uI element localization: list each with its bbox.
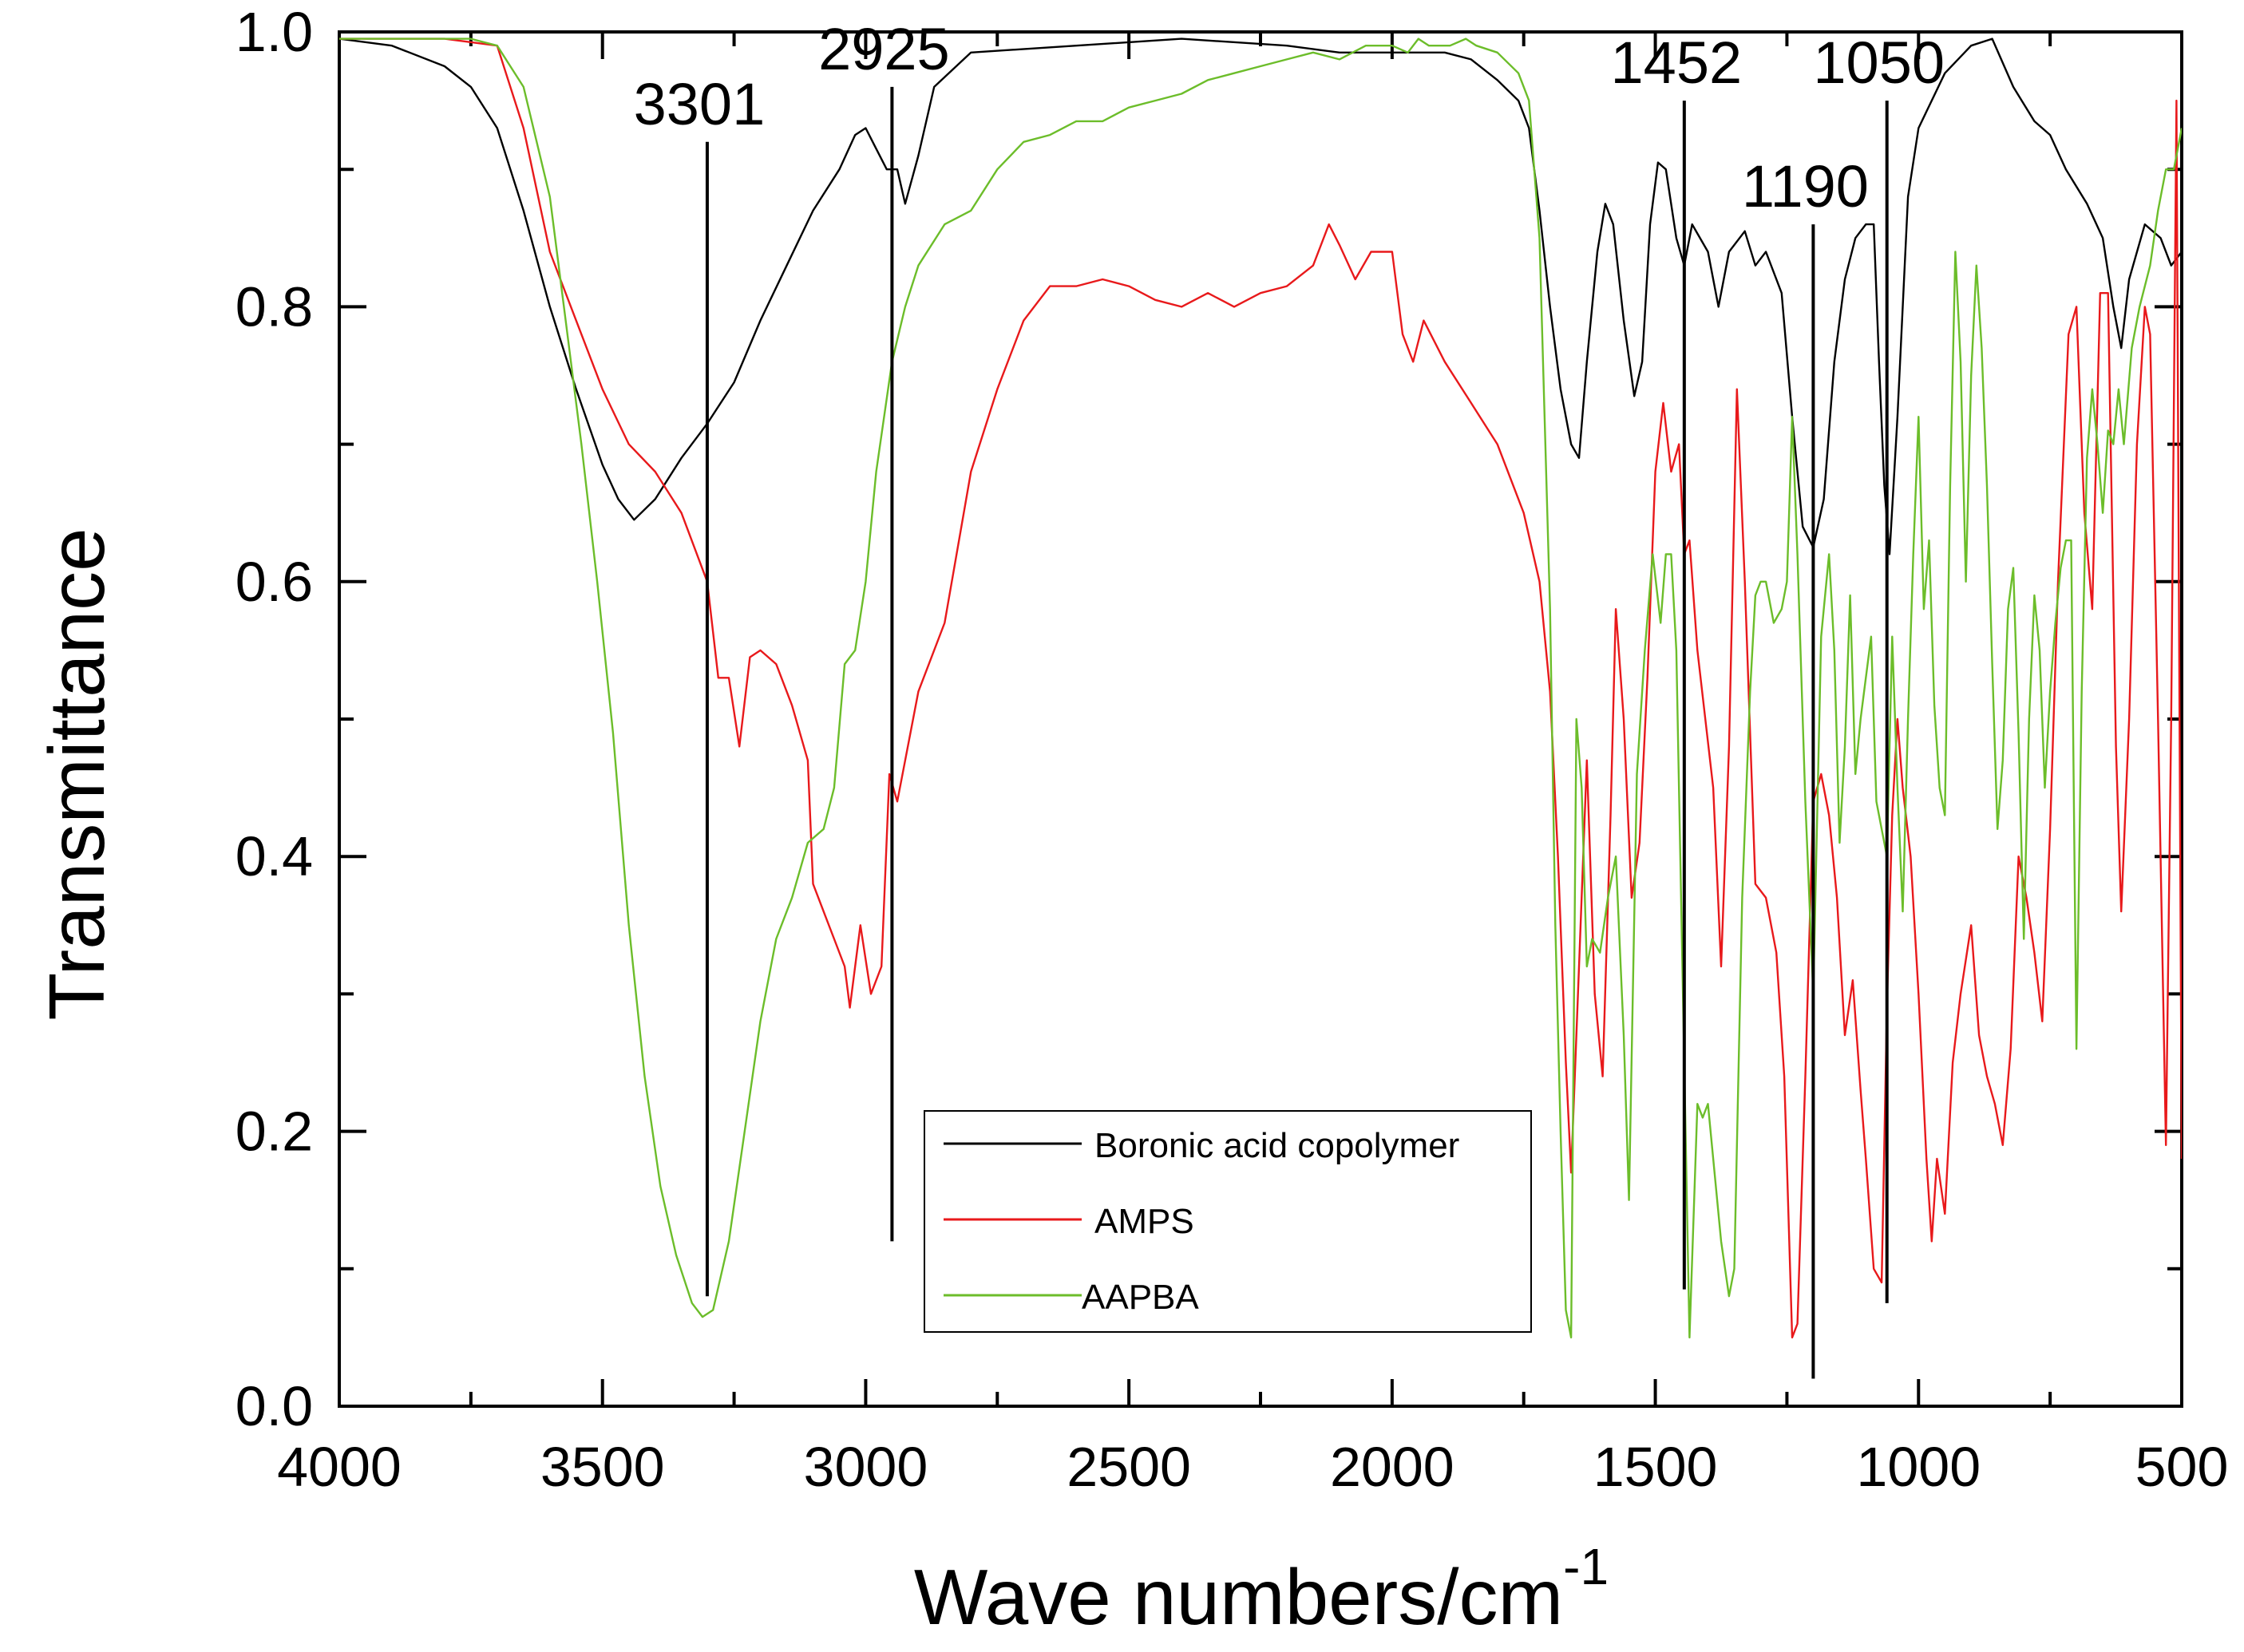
legend-label-amps: AMPS [1094,1202,1194,1241]
x-tick-label: 3500 [540,1436,665,1498]
peak-annotations: 3301 2925 1452 1190 1050 [634,16,1945,1379]
peak-label: 3301 [634,71,766,137]
peak-label: 1190 [1742,153,1869,219]
legend-label-aapba: AAPBA [1082,1278,1199,1317]
x-tick-label: 2000 [1330,1436,1454,1498]
x-axis-title-exponent: -1 [1563,1538,1609,1595]
y-axis-title: Transmittance [33,528,121,1020]
x-tick-label: 1000 [1856,1436,1981,1498]
peak-label: 1050 [1813,30,1945,96]
y-tick-label: 0.4 [235,825,313,887]
x-tick-label: 1500 [1593,1436,1718,1498]
axis-ticks: 4000 3500 3000 2500 2000 1500 1000 500 0.0 0.2 0.4… [235,1,2229,1498]
y-tick-label: 0.2 [235,1101,313,1163]
series-line-1 [339,38,2182,1339]
y-tick-label: 1.0 [235,1,313,63]
series-line-2 [339,38,2182,1339]
x-axis-title-main: Wave numbers/cm [914,1553,1563,1641]
y-tick-label: 0.6 [235,551,313,613]
y-tick-label: 0.8 [235,275,313,338]
legend-label-boronic: Boronic acid copolymer [1094,1126,1459,1165]
series-line-0 [339,38,2182,555]
x-tick-label: 500 [2135,1436,2229,1498]
x-tick-label: 2500 [1067,1436,1191,1498]
series-layer [339,38,2182,1339]
y-tick-label: 0.0 [235,1375,313,1437]
x-tick-label: 4000 [277,1436,402,1498]
peak-label: 2925 [818,16,950,82]
legend: Boronic acid copolymer AMPS AAPBA [924,1110,1532,1333]
peak-label: 1452 [1611,30,1743,96]
x-tick-label: 3000 [804,1436,928,1498]
x-axis-title: Wave numbers/cm-1 [914,1538,1609,1641]
